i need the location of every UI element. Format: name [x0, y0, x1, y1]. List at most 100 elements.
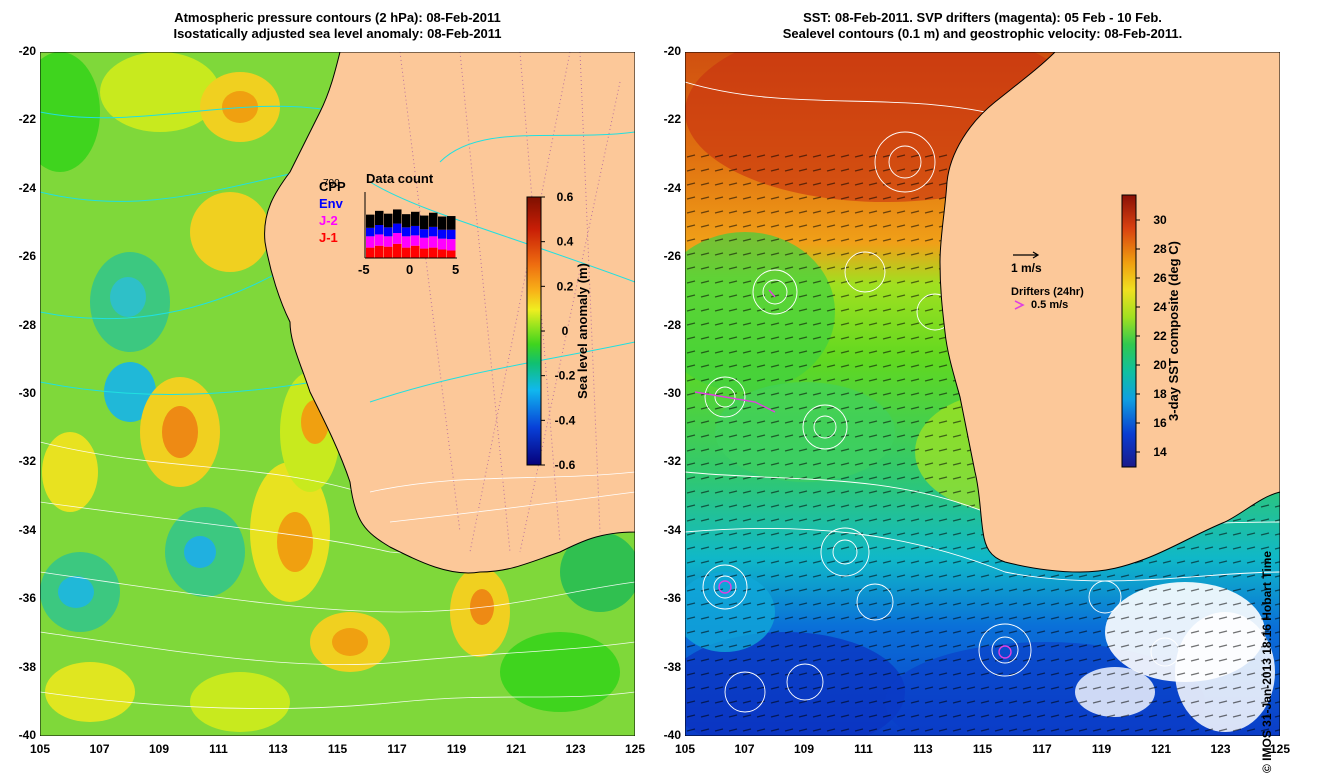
lon-tick-label: 113: [268, 742, 288, 756]
data-count-bar-segment: [375, 245, 384, 258]
sla-colorbar-gradient: [526, 196, 542, 466]
sst-land-mass: [939, 52, 1280, 573]
lat-tick-label: -30: [18, 386, 36, 400]
lon-tick-label: 115: [972, 742, 993, 756]
data-count-bar-segment: [366, 236, 375, 248]
colorbar-tick-label: 0.4: [557, 235, 574, 249]
velocity-scale-label: 1 m/s: [1011, 261, 1042, 275]
data-count-legend-item: J-1: [319, 230, 338, 245]
lon-tick-label: 125: [1269, 742, 1291, 756]
data-count-bar-segment: [384, 246, 393, 258]
data-count-bar-segment: [411, 235, 420, 246]
colorbar-tick-label: 0.2: [557, 279, 574, 293]
sst-colorbar-gradient: [1121, 194, 1137, 468]
lat-tick-label: -22: [18, 112, 36, 127]
lat-tick-label: -36: [18, 591, 36, 606]
data-count-bar-segment: [384, 213, 393, 228]
drifters-scale-label: 0.5 m/s: [1031, 299, 1068, 311]
data-count-bar-segment: [438, 238, 447, 250]
lon-tick-label: 123: [1210, 742, 1231, 756]
data-count-bar-segment: [447, 250, 456, 258]
colorbar-tick-label: -0.6: [555, 458, 576, 472]
colorbar-tick-label: -0.2: [555, 369, 576, 383]
data-count-legend-item: J-2: [319, 213, 338, 228]
data-count-xtick-right: 5: [452, 262, 459, 277]
sla-land-white-contours: [369, 471, 635, 523]
data-count-bar-segment: [447, 216, 456, 230]
lat-tick-label: -20: [18, 44, 36, 58]
data-count-bar-segment: [366, 214, 375, 228]
data-count-bar-segment: [402, 236, 411, 248]
data-count-bar-segment: [447, 229, 456, 240]
lon-tick-label: 117: [1032, 742, 1052, 756]
lat-tick-label: -38: [18, 659, 36, 674]
lat-tick-label: -38: [663, 659, 681, 674]
colorbar-tick-label: 18: [1153, 387, 1167, 401]
data-count-bar-segment: [393, 223, 402, 234]
sla-land-pressure-contours: [369, 131, 635, 403]
lon-tick-label: 119: [446, 742, 467, 756]
data-count-bar-segment: [375, 210, 384, 225]
data-count-bar-segment: [402, 227, 411, 237]
lon-tick-label: 105: [29, 742, 51, 756]
lon-tick-label: 119: [1091, 742, 1112, 756]
colorbar-tick-label: 20: [1153, 358, 1167, 372]
data-count-bar-segment: [375, 225, 384, 235]
imos-credit: © IMOS 31-Jan-2013 18:16 Hobart Time: [1260, 550, 1274, 773]
data-count-ymax: 700: [323, 178, 340, 189]
colorbar-tick-label: 16: [1153, 416, 1167, 430]
lat-tick-label: -24: [18, 180, 36, 195]
sst-map: 1 m/s Drifters (24hr) 0.5 m/s 30 28 26 24 22…: [685, 52, 1280, 736]
drifter-scale-arrow: [1014, 300, 1025, 310]
data-count-inset: Data count 700 CPP Env J-2 J-1 -5 0 5: [319, 171, 459, 277]
lon-tick-label: 109: [793, 742, 815, 756]
colorbar-tick-label: 28: [1153, 242, 1167, 256]
data-count-bar-segment: [411, 225, 420, 236]
data-count-bar-segment: [366, 227, 375, 237]
lon-tick-label: 109: [148, 742, 170, 756]
data-count-bar-segment: [402, 214, 411, 228]
lat-tick-label: -34: [18, 522, 36, 537]
lon-tick-label: 105: [674, 742, 696, 756]
data-count-bar-segment: [420, 215, 429, 230]
data-count-bar-segment: [393, 233, 402, 244]
lat-tick-label: -30: [663, 386, 681, 400]
left-title-line1: Atmospheric pressure contours (2 hPa): 0…: [174, 10, 501, 25]
lon-tick-label: 107: [734, 742, 755, 756]
lat-tick-label: -28: [18, 317, 36, 332]
data-count-bar-segment: [375, 234, 384, 246]
colorbar-tick-label: 14: [1153, 445, 1167, 459]
sla-colorbar-ticks: 0.6 0.4 0.2 0 -0.2 -0.4 -0.6: [541, 190, 576, 472]
lat-tick-label: -40: [663, 728, 681, 742]
data-count-bar-segment: [429, 236, 438, 248]
lat-tick-label: -20: [663, 44, 681, 58]
colorbar-tick-label: 24: [1153, 300, 1167, 314]
sla-colorbar-label: Sea level anomaly (m): [575, 263, 590, 399]
data-count-bar-segment: [420, 237, 429, 249]
lat-tick-label: -32: [663, 454, 681, 469]
data-count-bar-segment: [393, 209, 402, 224]
data-count-bar-segment: [438, 216, 447, 230]
data-count-bar-segment: [384, 236, 393, 247]
data-count-bar-segment: [438, 249, 447, 258]
lon-tick-label: 121: [1150, 742, 1172, 756]
lat-tick-label: -22: [663, 112, 681, 127]
left-panel-title: Atmospheric pressure contours (2 hPa): 0…: [40, 10, 635, 42]
lat-tick-label: -26: [663, 249, 681, 264]
colorbar-tick-label: 22: [1153, 329, 1167, 343]
lon-tick-label: 115: [327, 742, 348, 756]
sla-land-mass: [264, 52, 635, 574]
data-count-bar-segment: [366, 247, 375, 258]
colorbar-tick-label: 0: [562, 324, 569, 338]
lat-tick-label: -32: [18, 454, 36, 469]
lon-tick-label: 111: [854, 742, 873, 756]
data-count-legend-item: CPP: [319, 179, 346, 194]
sst-drifter-tracks: [694, 289, 1012, 659]
sst-colorbar-label: 3-day SST composite (deg C): [1166, 241, 1181, 421]
data-count-title: Data count: [366, 171, 434, 186]
colorbar-tick-label: 30: [1153, 213, 1167, 227]
data-count-bar-segment: [429, 212, 438, 227]
velocity-scale-legend: 1 m/s: [1011, 251, 1042, 275]
data-count-bar-segment: [429, 226, 438, 237]
data-count-bar-segment: [393, 243, 402, 258]
